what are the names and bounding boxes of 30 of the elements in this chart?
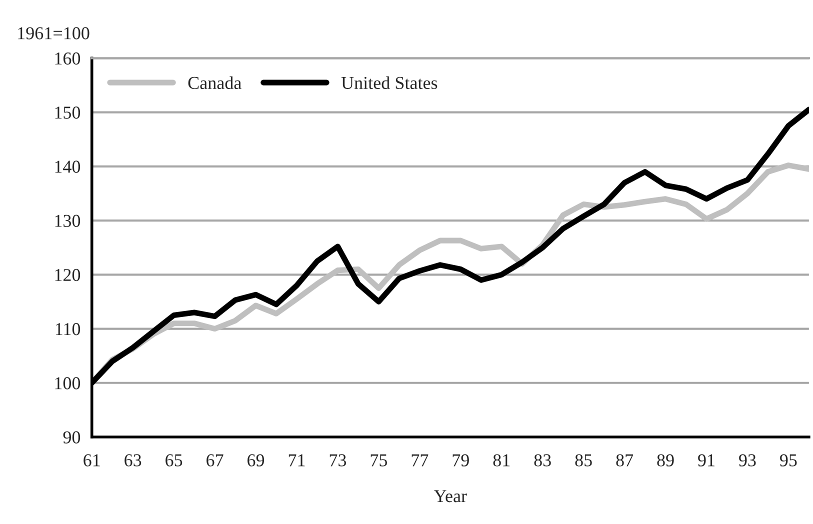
x-tick-label: 63 (124, 454, 142, 466)
y-tick-label: 100 (55, 377, 80, 390)
x-tick-label: 85 (575, 454, 592, 466)
x-tick-label: 83 (534, 454, 551, 466)
y-tick-label: 130 (55, 214, 80, 227)
x-tick-label: 81 (493, 454, 510, 466)
legend-label: Canada (188, 76, 242, 90)
y-axis-title: 1961=100 (18, 27, 90, 40)
x-tick-label: 93 (739, 454, 756, 466)
x-tick-label: 89 (657, 454, 674, 466)
x-tick-label: 75 (370, 454, 388, 466)
x-tick-label: 77 (412, 454, 428, 466)
x-tick-label: 65 (166, 454, 182, 466)
y-tick-label: 160 (55, 52, 80, 65)
y-tick-label: 90 (63, 431, 80, 444)
x-tick-label: 79 (452, 454, 469, 466)
x-tick-label: 67 (206, 454, 224, 466)
y-tick-label: 140 (55, 160, 80, 173)
x-tick-label: 69 (248, 454, 264, 466)
x-tick-label: 61 (84, 454, 100, 466)
x-tick-label: 87 (616, 454, 634, 466)
x-tick-label: 71 (288, 454, 305, 466)
y-tick-label: 120 (55, 268, 80, 282)
x-tick-label: 91 (698, 454, 714, 466)
y-tick-label: 150 (55, 106, 80, 119)
x-axis-title: Year (434, 490, 467, 502)
x-tick-label: 73 (330, 454, 346, 466)
legend-label: United States (341, 76, 438, 90)
x-tick-label: 95 (780, 454, 797, 466)
y-tick-label: 110 (56, 323, 80, 336)
